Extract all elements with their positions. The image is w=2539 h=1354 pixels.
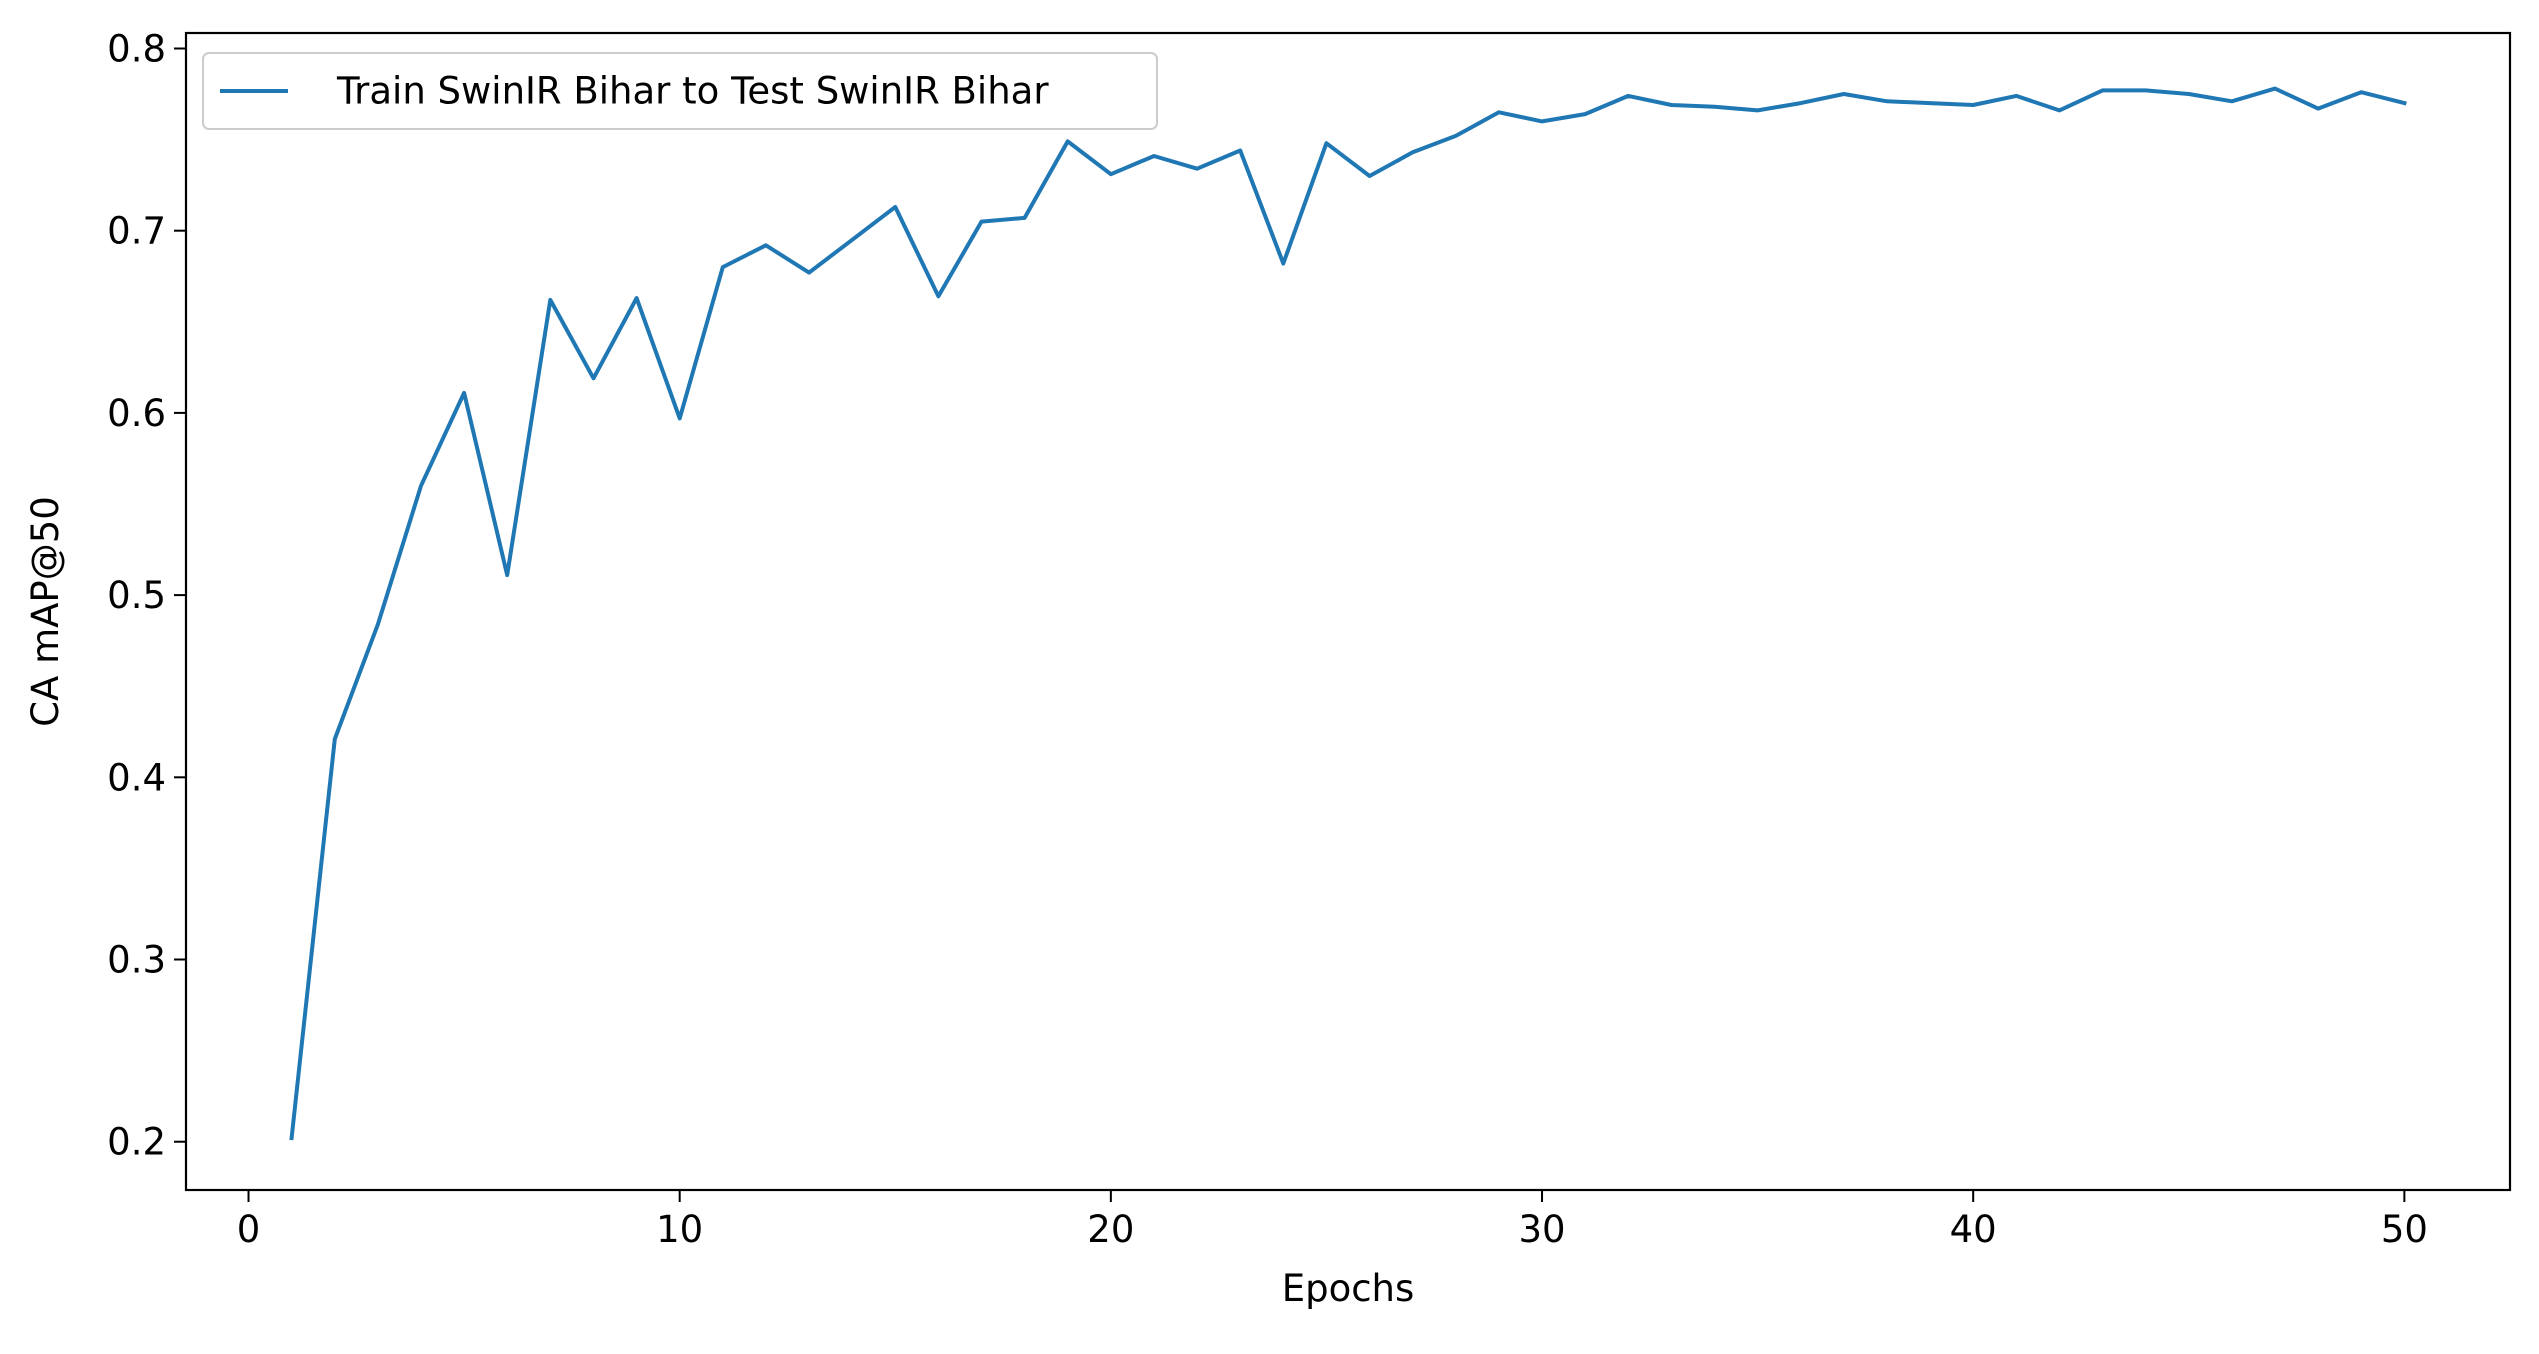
data-point (807, 270, 812, 275)
data-point (1712, 104, 1717, 109)
data-point (893, 205, 898, 210)
x-tick-label: 10 (656, 1208, 703, 1251)
legend: Train SwinIR Bihar to Test SwinIR Bihar (202, 52, 1158, 130)
data-point (1626, 93, 1631, 98)
data-point (1798, 101, 1803, 106)
data-point (1281, 261, 1286, 266)
y-axis-label: CA mAP@50 (24, 496, 67, 727)
data-point (1885, 99, 1890, 104)
data-point (1453, 133, 1458, 138)
data-point (2014, 93, 2019, 98)
data-point (2143, 88, 2148, 93)
data-point (419, 483, 424, 488)
data-point (1755, 108, 1760, 113)
data-point (1195, 166, 1200, 171)
x-tick-label: 0 (237, 1208, 261, 1251)
data-point (2100, 88, 2105, 93)
y-tick-label: 0.5 (107, 574, 166, 617)
x-tick-label: 20 (1087, 1208, 1134, 1251)
data-point (1238, 148, 1243, 153)
data-point (634, 296, 639, 301)
data-point (1410, 150, 1415, 155)
data-point (2273, 86, 2278, 91)
data-point (2316, 106, 2321, 111)
x-tick-label: 30 (1518, 1208, 1565, 1251)
data-point (1065, 139, 1070, 144)
legend-entry-label: Train SwinIR Bihar to Test SwinIR Bihar (336, 70, 1049, 113)
y-tick-label: 0.4 (107, 756, 166, 799)
legend-box (202, 52, 1158, 130)
data-point (1108, 172, 1113, 177)
y-tick-label: 0.2 (107, 1121, 166, 1164)
x-axis-label: Epochs (1282, 1267, 1415, 1310)
data-point (332, 737, 337, 742)
data-point (850, 237, 855, 242)
x-tick-label: 50 (2381, 1208, 2428, 1251)
data-point (1324, 141, 1329, 146)
y-tick-label: 0.7 (107, 210, 166, 253)
series-layer (289, 86, 2407, 1141)
x-axis: 0 10 20 30 40 50 (237, 1190, 2428, 1251)
data-point (1841, 92, 1846, 97)
data-point (1367, 174, 1372, 179)
y-tick-label: 0.8 (107, 27, 166, 70)
data-point (2359, 90, 2364, 95)
plot-area-frame (184, 31, 2512, 1192)
data-point (1022, 215, 1027, 220)
data-point (763, 243, 768, 248)
data-point (1928, 101, 1933, 106)
data-point (936, 294, 941, 299)
data-point (505, 573, 510, 578)
series-line-0 (289, 86, 2407, 1141)
data-point (677, 416, 682, 421)
data-point (548, 297, 553, 302)
data-point (1540, 119, 1545, 124)
data-point (289, 1136, 294, 1141)
y-tick-label: 0.3 (107, 939, 166, 982)
data-point (720, 265, 725, 270)
data-point (1583, 112, 1588, 117)
data-point (1152, 154, 1157, 159)
data-point (462, 390, 467, 395)
data-point (2057, 108, 2062, 113)
data-point (1669, 103, 1674, 108)
data-point (1496, 110, 1501, 115)
data-point (591, 376, 596, 381)
y-axis: 0.2 0.3 0.4 0.5 0.6 0.7 0.8 (107, 27, 186, 1164)
data-point (979, 219, 984, 224)
data-point (2186, 92, 2191, 97)
data-point (2229, 99, 2234, 104)
y-tick-label: 0.6 (107, 392, 166, 435)
data-point (2402, 101, 2407, 106)
x-tick-label: 40 (1950, 1208, 1997, 1251)
data-point (375, 622, 380, 627)
data-point (1971, 103, 1976, 108)
